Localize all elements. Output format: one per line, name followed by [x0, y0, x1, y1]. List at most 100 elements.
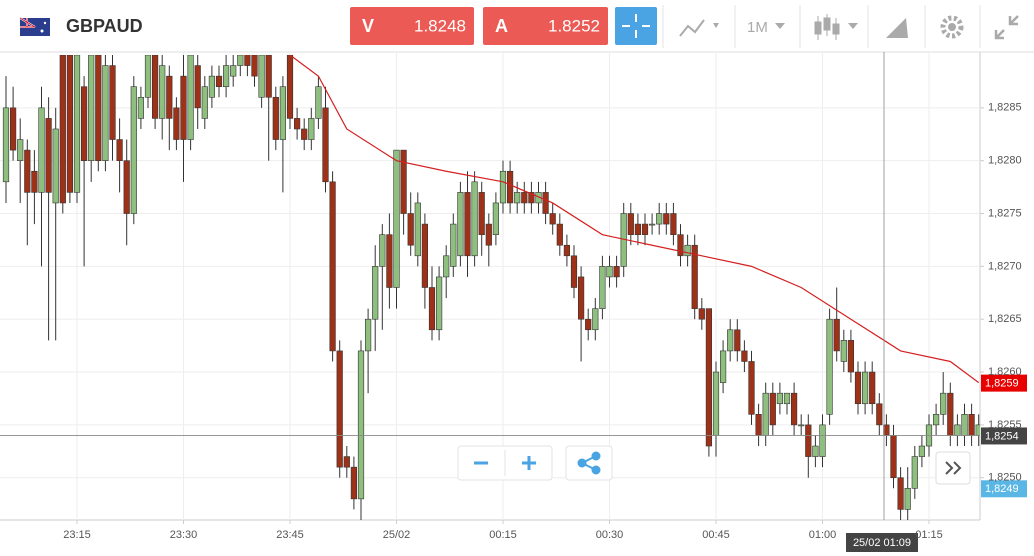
- candle-body: [563, 244, 570, 257]
- candle-body: [187, 55, 194, 140]
- candle-body: [95, 55, 102, 161]
- candle-body: [634, 223, 641, 235]
- candle-body: [648, 223, 656, 226]
- candle-body: [698, 308, 705, 320]
- toolbar-separators: [662, 5, 981, 48]
- crosshair-time-box: [846, 533, 918, 552]
- candle-body: [485, 223, 492, 246]
- candle-body: [180, 75, 187, 140]
- candle-body: [819, 424, 826, 457]
- candle-body: [407, 213, 414, 246]
- candle-body: [38, 107, 45, 193]
- candle-style-button[interactable]: [814, 14, 858, 40]
- buy-button[interactable]: [483, 7, 608, 45]
- candle-body: [677, 234, 684, 257]
- candle-body: [719, 350, 727, 383]
- crosshair-icon: [622, 14, 650, 38]
- x-tick-label: 01:00: [809, 529, 837, 541]
- candle-body: [641, 223, 649, 235]
- candle-body: [400, 149, 407, 214]
- candle-body: [137, 96, 145, 119]
- candle-body: [59, 55, 66, 204]
- candle-body: [81, 86, 88, 161]
- candle-body: [194, 65, 201, 109]
- candle-body: [393, 149, 400, 288]
- settings-button[interactable]: [940, 15, 964, 39]
- y-tick-label: 1,8255: [988, 419, 1022, 431]
- candle-body: [208, 75, 216, 98]
- candle-body: [499, 170, 507, 204]
- x-tick-label: 00:30: [596, 529, 624, 541]
- candle-body: [727, 329, 734, 352]
- candle-body: [570, 255, 578, 288]
- sell-button[interactable]: [350, 7, 474, 45]
- candle-body: [201, 86, 208, 119]
- crosshair-button[interactable]: [615, 7, 657, 45]
- candle-body: [670, 213, 677, 235]
- candle-body: [379, 234, 386, 267]
- candle-body: [755, 414, 762, 436]
- candle-body: [215, 75, 223, 88]
- candle-body: [769, 392, 776, 426]
- candle-body: [443, 255, 450, 278]
- candle-body: [577, 276, 585, 320]
- candle-body: [372, 266, 379, 320]
- draw-button[interactable]: [886, 18, 908, 38]
- y-tick-label: 1,8270: [988, 260, 1022, 272]
- candle-body: [17, 139, 24, 161]
- zoom-in-button[interactable]: [522, 456, 536, 470]
- candle-body: [556, 223, 563, 246]
- candle-body: [265, 55, 272, 98]
- candle-body: [854, 371, 862, 405]
- candle-body: [237, 55, 244, 66]
- candle-body: [627, 213, 634, 235]
- scroll-right-icon: [945, 461, 962, 475]
- candle-body: [492, 202, 500, 235]
- buy-label: A: [495, 16, 508, 36]
- candle-body: [166, 75, 173, 119]
- x-tick-label: 25/02: [383, 529, 411, 541]
- x-tick-label: 01:15: [915, 529, 943, 541]
- chart-type-button[interactable]: [679, 19, 719, 37]
- candle-body: [805, 424, 812, 457]
- candle-body: [613, 266, 620, 278]
- candle-body: [223, 65, 230, 88]
- candle-body: [911, 456, 918, 489]
- plot: [2, 55, 980, 520]
- candle-body: [961, 414, 968, 436]
- share-button[interactable]: [565, 445, 613, 481]
- crosshair-time: 25/02 01:09: [853, 537, 911, 549]
- price-tag: [981, 480, 1027, 498]
- x-tick-label: 00:45: [702, 529, 730, 541]
- candle-body: [173, 107, 180, 140]
- candle-body: [52, 128, 59, 204]
- y-tick-label: 1,8285: [988, 102, 1022, 114]
- candle-body: [230, 65, 237, 77]
- candle-body: [364, 318, 372, 352]
- candle-body: [748, 361, 755, 415]
- candle-body: [144, 55, 152, 98]
- candle-body: [116, 139, 123, 161]
- candle-body: [357, 350, 365, 500]
- timeframe[interactable]: 1M: [747, 19, 768, 36]
- candle-body: [741, 350, 748, 362]
- candle-body: [705, 308, 712, 447]
- candle-body: [968, 414, 975, 436]
- candle-body: [152, 55, 159, 119]
- price-tag-label: 1,8254: [985, 430, 1019, 442]
- candle-body: [421, 223, 429, 288]
- price-tag-label: 1,8249: [985, 483, 1019, 495]
- collapse-button[interactable]: [994, 15, 1019, 40]
- candle-body: [386, 234, 393, 288]
- candle-body: [940, 392, 947, 415]
- candle-body: [712, 371, 720, 436]
- candle-body: [762, 392, 769, 436]
- candle-body: [322, 107, 329, 183]
- symbol: GBPAUD: [66, 16, 143, 36]
- candle-body: [790, 392, 798, 426]
- candle-body: [329, 181, 336, 352]
- candle-body: [350, 466, 358, 500]
- candle-body: [656, 213, 663, 225]
- candle-body: [890, 435, 897, 479]
